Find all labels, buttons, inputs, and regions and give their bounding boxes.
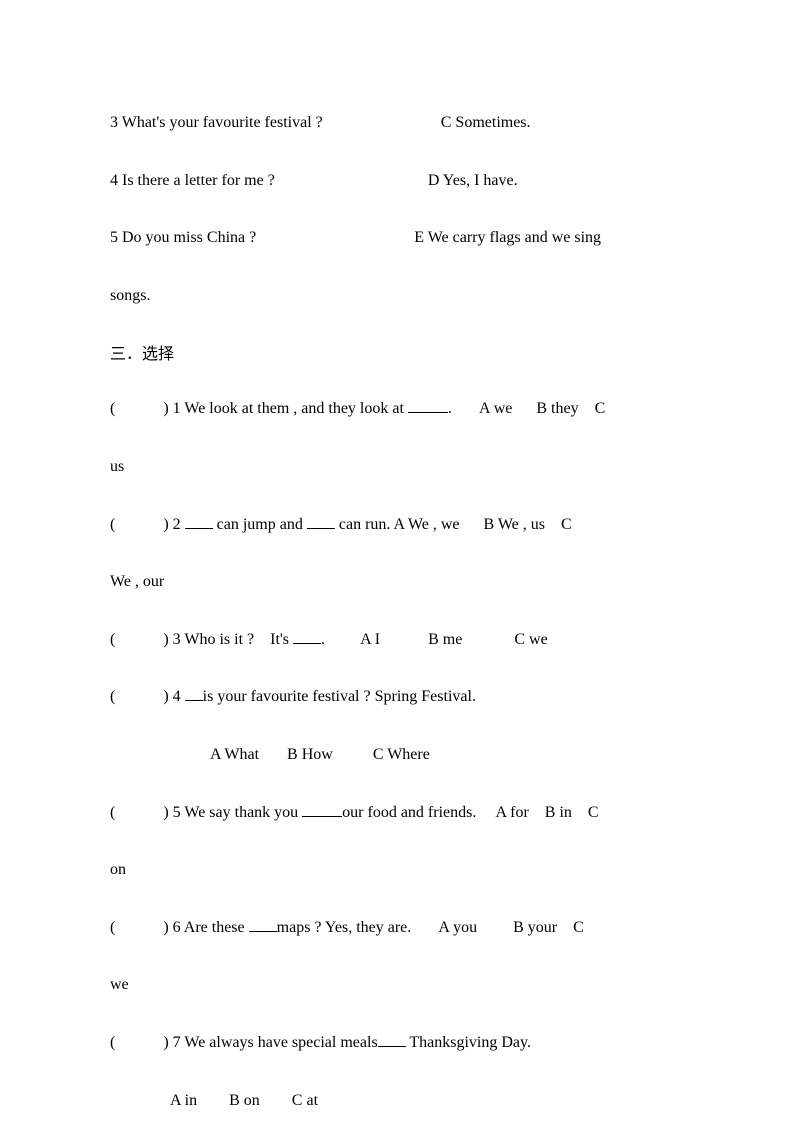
mcq-4-blank[interactable] [185, 685, 203, 701]
match-q4-answer: Yes, I have. [443, 172, 518, 189]
mcq-3-blank[interactable] [293, 628, 321, 644]
section-title: 三．选择 [110, 340, 684, 364]
mcq-4-opts: A What B How C Where [110, 742, 684, 768]
mcq-4-after: is your favourite festival ? Spring Fest… [203, 688, 476, 705]
match-q3-letter: C [441, 114, 452, 131]
mcq-5-blank[interactable] [302, 801, 342, 817]
mcq-2-mid: can jump and [213, 516, 307, 533]
mcq-6-text: ) 6 Are these [163, 919, 248, 936]
mcq-7-opts: A in B on C at [110, 1088, 684, 1114]
mcq-1-blank[interactable] [408, 397, 448, 413]
match-q3-text: What's your favourite festival ? [122, 114, 323, 131]
mcq-1-cont: us [110, 454, 684, 480]
mcq-5-text: ) 5 We say thank you [163, 804, 302, 821]
match-q5-letter: E [414, 229, 424, 246]
mcq-3: ( ) 3 Who is it ? It's . A I B me C we [110, 627, 684, 653]
match-q4-letter: D [428, 172, 440, 189]
mcq-6-after: maps ? Yes, they are. A you B your C [277, 919, 584, 936]
match-q5-num: 5 [110, 229, 118, 246]
matching-row-5: 5 Do you miss China ? E We carry flags a… [110, 225, 684, 251]
mcq-7: ( ) 7 We always have special meals Thanks… [110, 1030, 684, 1056]
mcq-6-bracket-open: ( [110, 919, 115, 936]
mcq-1-opts: A we B they C [479, 400, 605, 417]
mcq-2-blank2[interactable] [307, 513, 335, 529]
mcq-4: ( ) 4 is your favourite festival ? Spring… [110, 684, 684, 710]
mcq-7-bracket-open: ( [110, 1034, 115, 1051]
mcq-3-text: ) 3 Who is it ? It's [163, 631, 293, 648]
mcq-2-after: can run. A We , we B We , us C [335, 516, 572, 533]
mcq-2-cont-text: We , our [110, 573, 164, 590]
mcq-2-cont: We , our [110, 569, 684, 595]
mcq-1-after: . [448, 400, 452, 417]
mcq-1-cont-text: us [110, 458, 124, 475]
mcq-2-blank1[interactable] [185, 513, 213, 529]
mcq-1-text: ) 1 We look at them , and they look at [163, 400, 408, 417]
match-q5-text: Do you miss China ? [122, 229, 256, 246]
mcq-5: ( ) 5 We say thank you our food and frien… [110, 800, 684, 826]
mcq-5-after: our food and friends. A for B in C [342, 804, 598, 821]
mcq-4-opts-text: A What B How C Where [210, 746, 430, 763]
matching-row-5-cont: songs. [110, 283, 684, 309]
mcq-4-text: ) 4 [163, 688, 184, 705]
mcq-5-cont: on [110, 857, 684, 883]
mcq-2-bracket-open: ( [110, 516, 115, 533]
mcq-3-after: . A I B me C we [321, 631, 548, 648]
mcq-6: ( ) 6 Are these maps ? Yes, they are. A y… [110, 915, 684, 941]
mcq-7-text: ) 7 We always have special meals [163, 1034, 377, 1051]
mcq-7-after: Thanksgiving Day. [406, 1034, 531, 1051]
mcq-1-bracket-open: ( [110, 400, 115, 417]
match-q5-cont: songs. [110, 287, 150, 304]
mcq-5-cont-text: on [110, 861, 126, 878]
mcq-2: ( ) 2 can jump and can run. A We , we B W… [110, 512, 684, 538]
mcq-7-blank[interactable] [378, 1031, 406, 1047]
mcq-4-bracket-open: ( [110, 688, 115, 705]
mcq-2-text: ) 2 [163, 516, 184, 533]
mcq-1: () 1 We look at them , and they look at … [110, 396, 684, 422]
mcq-7-opts-text: A in B on C at [170, 1092, 318, 1109]
mcq-5-bracket-open: ( [110, 804, 115, 821]
mcq-3-bracket-open: ( [110, 631, 115, 648]
mcq-6-cont: we [110, 972, 684, 998]
match-q4-num: 4 [110, 172, 118, 189]
match-q5-answer: We carry flags and we sing [428, 229, 601, 246]
match-q3-num: 3 [110, 114, 118, 131]
matching-row-3: 3 What's your favourite festival ? C Som… [110, 110, 684, 136]
mcq-6-blank[interactable] [249, 916, 277, 932]
matching-row-4: 4 Is there a letter for me ? D Yes, I ha… [110, 168, 684, 194]
match-q3-answer: Sometimes. [455, 114, 530, 131]
match-q4-text: Is there a letter for me ? [122, 172, 275, 189]
mcq-6-cont-text: we [110, 976, 129, 993]
